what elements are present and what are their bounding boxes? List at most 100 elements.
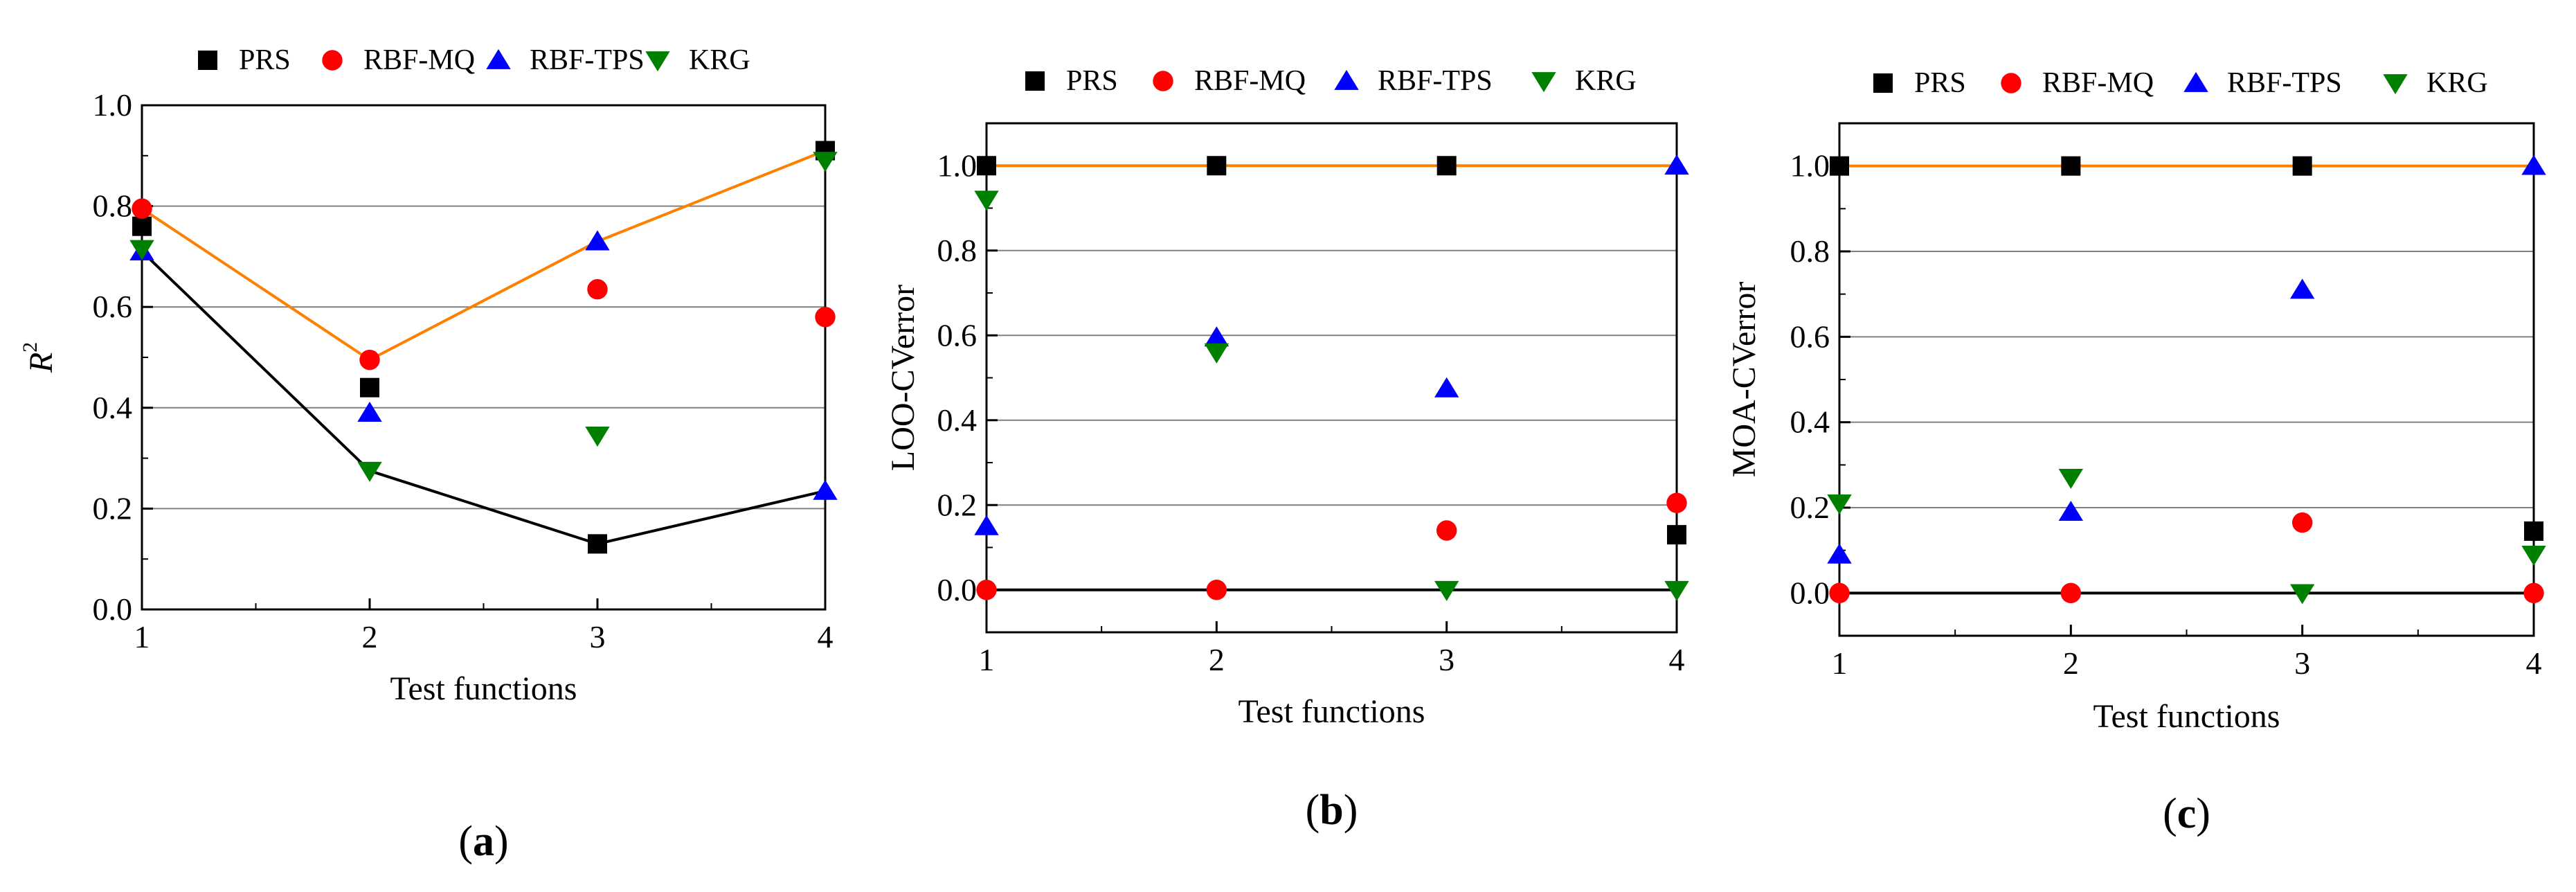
data-point-rbf-tps	[357, 401, 382, 422]
legend-marker-rbf-tps	[486, 48, 511, 69]
legend-label-prs: PRS	[239, 44, 291, 76]
legend-marker-krg	[1531, 72, 1556, 93]
x-tick-label: 2	[1209, 642, 1225, 677]
panel-label-close: )	[2196, 790, 2210, 837]
data-point-rbf-mq	[1829, 582, 1850, 604]
y-tick-label: 0.8	[93, 188, 133, 224]
x-tick-label: 1	[1832, 645, 1848, 681]
data-point-prs	[1667, 525, 1686, 545]
y-tick-label: 0.0	[93, 591, 133, 627]
legend-marker-krg	[645, 51, 670, 72]
data-point-rbf-tps	[1204, 326, 1230, 347]
y-tick-label: 0.2	[937, 487, 978, 522]
legend-label-rbf-tps: RBF-TPS	[2227, 67, 2342, 99]
panel-label-close: )	[494, 818, 509, 865]
data-point-rbf-tps	[1434, 377, 1459, 398]
legend-label-rbf-mq: RBF-MQ	[2042, 67, 2154, 99]
data-point-prs	[588, 534, 607, 554]
legend-marker-prs	[1025, 71, 1045, 91]
chart-panel-c: 0.0 0.2 0.4 0.6 0.8 1.0 1 2 3 4 PRS RBF-MQ RBF-TPS KR…	[1726, 67, 2546, 837]
legend-label-rbf-mq: RBF-MQ	[1194, 65, 1306, 97]
x-axis-title: Test functions	[1239, 693, 1425, 730]
legend-marker-rbf-tps	[1334, 69, 1359, 90]
y-tick-label: 1.0	[937, 148, 978, 183]
data-point-prs	[1830, 156, 1849, 176]
legend-label-krg: KRG	[2426, 67, 2488, 99]
plot-frame	[1838, 122, 2535, 637]
data-point-krg	[1434, 580, 1459, 601]
panel-label-close: )	[1344, 787, 1358, 834]
panel-label-letter: c	[2177, 790, 2197, 837]
panel-label: (b)	[1306, 787, 1358, 834]
panel-label: (a)	[458, 818, 508, 865]
y-tick-label: 0.8	[1790, 233, 1830, 269]
x-tick-label: 4	[818, 619, 834, 654]
data-point-rbf-tps	[2521, 154, 2546, 175]
y-tick-label: 0.4	[1790, 404, 1830, 440]
x-tick-label: 1	[134, 619, 150, 654]
plot-frame	[985, 122, 1678, 634]
data-point-prs	[360, 377, 379, 398]
data-point-krg	[2289, 584, 2315, 605]
data-point-krg	[2058, 468, 2084, 489]
lower-envelope-line	[141, 250, 826, 546]
data-point-rbf-tps	[1664, 154, 1689, 175]
data-point-krg	[1827, 494, 1852, 515]
y-tick-label: 0.4	[93, 390, 133, 425]
legend-label-krg: KRG	[689, 44, 750, 76]
chart-panel-b: 0.0 0.2 0.4 0.6 0.8 1.0 1 2 3 4 PRS RBF-MQ RBF-TPS KR…	[885, 65, 1689, 834]
y-tick-label: 0.6	[937, 317, 978, 353]
data-point-rbf-mq	[1206, 580, 1227, 600]
y-axis-title: LOO-CVerror	[885, 285, 921, 471]
x-tick-label: 1	[979, 642, 995, 677]
upper-envelope-line	[141, 149, 826, 362]
legend-label-krg: KRG	[1575, 65, 1637, 97]
data-point-krg	[2521, 545, 2546, 566]
y-tick-label: 0.4	[937, 402, 978, 438]
data-point-krg	[813, 152, 838, 172]
y-axis-title-base: R	[23, 353, 60, 373]
y-axis-title: R2	[19, 342, 60, 373]
data-point-krg	[585, 426, 610, 447]
legend-marker-prs	[198, 51, 217, 70]
legend-label-prs: PRS	[1066, 65, 1118, 97]
y-tick-label: 0.2	[1790, 490, 1830, 525]
data-point-krg	[1204, 343, 1230, 364]
data-point-rbf-tps	[974, 515, 999, 535]
data-point-rbf-tps	[2289, 278, 2315, 299]
data-point-rbf-mq	[587, 279, 608, 300]
panel-label-open: (	[458, 818, 473, 865]
data-point-krg	[129, 240, 154, 260]
data-point-rbf-mq	[2060, 582, 2082, 604]
data-point-rbf-tps	[813, 479, 838, 500]
legend-marker-krg	[2383, 74, 2408, 95]
y-tick-label: 0.8	[937, 233, 978, 268]
data-point-prs	[977, 156, 996, 176]
x-tick-label: 3	[2294, 645, 2310, 681]
data-point-rbf-mq	[1666, 492, 1687, 513]
plot-frame	[141, 104, 827, 611]
chart-panel-a: 0.0 0.2 0.4 0.6 0.8 1.0 1 2 3 4 PRS RBF-MQ RBF-TPS KR…	[19, 44, 838, 865]
data-point-rbf-mq	[132, 198, 152, 219]
y-tick-label: 0.6	[93, 289, 133, 324]
x-tick-label: 3	[1439, 642, 1454, 677]
x-axis-title: Test functions	[390, 670, 577, 707]
legend-marker-rbf-mq	[322, 50, 343, 71]
y-tick-label: 0.2	[93, 490, 133, 526]
y-axis-title: MOA-CVerror	[1726, 282, 1763, 478]
data-point-prs	[132, 216, 152, 236]
data-point-rbf-tps	[585, 230, 610, 251]
data-point-krg	[974, 190, 999, 211]
y-axis-title-superscript: 2	[19, 342, 42, 353]
y-tick-label: 1.0	[93, 87, 133, 123]
data-point-rbf-mq	[2291, 512, 2313, 533]
y-tick-label: 0.0	[937, 572, 978, 607]
x-tick-label: 3	[590, 619, 606, 654]
x-tick-label: 4	[1669, 642, 1685, 677]
data-point-rbf-mq	[1436, 520, 1457, 541]
panel-label-open: (	[1306, 787, 1320, 834]
y-tick-label: 0.0	[1790, 575, 1830, 610]
data-point-prs	[1207, 156, 1227, 176]
data-point-rbf-mq	[359, 349, 380, 371]
